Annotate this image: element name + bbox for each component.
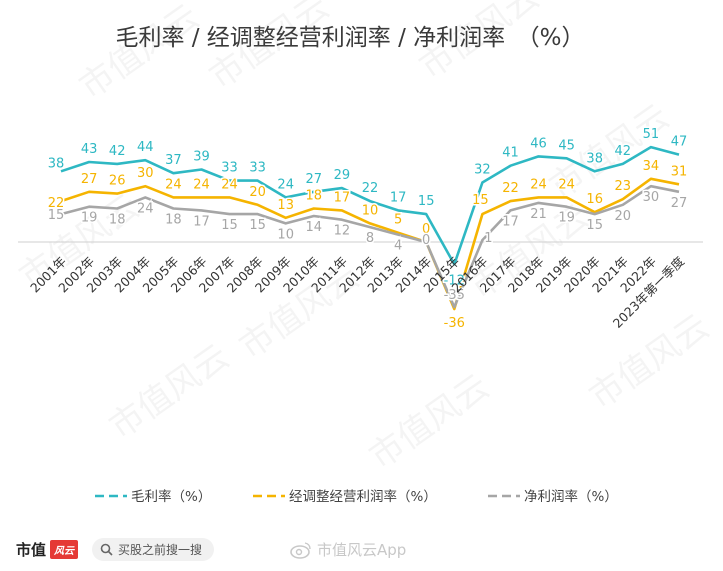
data-label: 14 [306, 220, 323, 235]
data-label: 20 [249, 185, 266, 200]
data-label: 10 [362, 203, 379, 218]
data-label: 16 [586, 192, 603, 207]
data-label: 30 [643, 190, 660, 205]
data-label: 26 [109, 174, 126, 189]
data-label: 37 [165, 153, 182, 168]
data-label: 24 [530, 177, 547, 192]
data-label: 51 [643, 127, 660, 142]
data-label: 29 [334, 168, 351, 183]
data-label: 43 [81, 142, 98, 157]
data-label: 38 [48, 156, 65, 171]
data-label: 21 [530, 207, 547, 222]
data-label: 15 [418, 194, 435, 209]
watermark-text: 市值风云 [102, 337, 236, 448]
legend-label: 经调整经营利润率（%） [289, 488, 437, 505]
weibo-icon [290, 541, 311, 559]
data-label: 0 [422, 233, 430, 248]
search-placeholder: 买股之前搜一搜 [118, 543, 203, 557]
data-label: 4 [394, 239, 402, 254]
data-label: 17 [334, 190, 351, 205]
data-label: 0 [422, 222, 430, 237]
footer-bar: 市值 风云 买股之前搜一搜 市值风云App [0, 528, 723, 571]
data-label: 33 [249, 161, 266, 176]
series-layer [60, 145, 680, 311]
data-label: 19 [558, 211, 575, 226]
data-label: 12 [334, 224, 351, 239]
data-label: 31 [671, 164, 688, 179]
data-label: 34 [643, 159, 660, 174]
watermark-text: 市值风云App [317, 541, 407, 559]
data-label: 24 [558, 177, 575, 192]
series-line-0 [60, 145, 680, 266]
data-label: 33 [221, 161, 238, 176]
data-label: 13 [277, 198, 294, 213]
data-label: 27 [306, 172, 323, 187]
data-label: 27 [81, 172, 98, 187]
data-label: 42 [615, 144, 632, 159]
data-label: 18 [165, 213, 182, 228]
weibo-watermark: 市值风云App [290, 539, 406, 560]
data-label: 17 [502, 214, 519, 229]
data-label: 42 [109, 144, 126, 159]
watermark-text: 市值风云 [72, 0, 206, 107]
data-label: 15 [249, 218, 266, 233]
data-label: 20 [615, 209, 632, 224]
series-line-1 [60, 177, 680, 311]
legend: 毛利率（%） 经调整经营利润率（%） 净利润率（%） [95, 488, 618, 505]
data-label: 44 [137, 140, 154, 155]
data-label: -12 [444, 273, 465, 288]
data-label: 1 [484, 231, 492, 246]
data-label: 22 [362, 181, 379, 196]
data-label: -36 [444, 316, 465, 331]
data-label: 24 [165, 177, 182, 192]
data-label: 30 [137, 166, 154, 181]
data-label: 15 [472, 193, 489, 208]
brand-badge: 风云 [50, 540, 79, 559]
data-label: 46 [530, 136, 547, 151]
data-label: 39 [193, 150, 210, 165]
data-label: 45 [558, 138, 575, 153]
brand-logo[interactable]: 市值 风云 [16, 539, 79, 560]
data-label: 27 [671, 196, 688, 211]
watermark-text: 市值风云 [362, 367, 496, 478]
legend-label: 毛利率（%） [131, 488, 211, 505]
brand-name: 市值 [16, 541, 47, 559]
data-label: 24 [221, 177, 238, 192]
series-line-2 [60, 184, 680, 309]
data-label: 23 [615, 179, 632, 194]
data-label: 15 [586, 218, 603, 233]
data-label: 18 [109, 213, 126, 228]
search-icon [100, 543, 113, 556]
data-label: 22 [48, 196, 65, 211]
data-label: 24 [137, 201, 154, 216]
data-label: 24 [193, 177, 210, 192]
data-label: 24 [277, 177, 294, 192]
data-label: 5 [394, 213, 402, 228]
data-label: 18 [306, 189, 323, 204]
data-label: 17 [390, 190, 407, 205]
data-label: 17 [193, 214, 210, 229]
data-label: 8 [366, 231, 374, 246]
data-label: 47 [671, 135, 688, 150]
data-label: 15 [221, 218, 238, 233]
data-label: 38 [586, 151, 603, 166]
data-label: 41 [502, 146, 519, 161]
data-label: 22 [502, 181, 519, 196]
data-label: 32 [474, 163, 491, 178]
data-label: 19 [81, 211, 98, 226]
watermark-text: 市值风云 [582, 307, 716, 418]
data-label: -35 [444, 288, 465, 303]
data-label: 10 [277, 227, 294, 242]
chart-title: 毛利率 / 经调整经营利润率 / 净利润率 （%） [115, 25, 584, 51]
search-box[interactable]: 买股之前搜一搜 [92, 538, 215, 561]
data-label: 15 [48, 208, 65, 223]
legend-label: 净利润率（%） [524, 488, 618, 505]
